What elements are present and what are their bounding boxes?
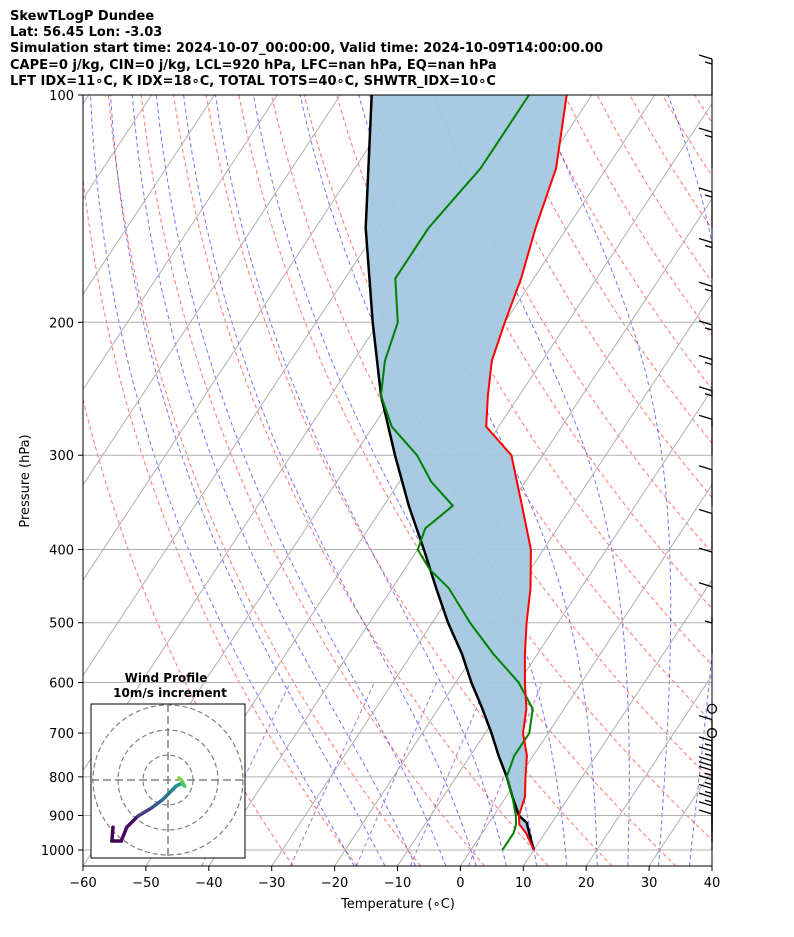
moist-adiabat	[214, 95, 507, 866]
hodograph-trace-segment	[149, 798, 165, 810]
dry-adiabat	[760, 95, 794, 866]
moist-adiabat	[535, 95, 672, 866]
hodograph-trace-segment	[110, 825, 115, 843]
isotherm	[271, 197, 712, 866]
wind-barb	[704, 617, 713, 654]
y-tick-label: 200	[49, 316, 74, 331]
dry-adiabat	[205, 95, 613, 866]
mixing-ratio-line	[201, 682, 291, 866]
isotherm	[585, 674, 712, 866]
profile-lines	[364, 95, 568, 851]
dry-adiabat	[83, 397, 294, 866]
moist-adiabat	[89, 95, 355, 866]
dry-adiabat	[564, 95, 712, 337]
wind-barb	[698, 508, 713, 550]
hodograph-subtitle: 10m/s increment	[113, 686, 227, 700]
y-tick-label: 500	[49, 617, 74, 632]
moist-adiabat	[183, 95, 477, 866]
x-tick-label: 10	[515, 876, 532, 891]
x-tick-label: −20	[321, 876, 348, 891]
wind-barbs	[698, 54, 718, 851]
mixing-ratio-line	[355, 682, 437, 866]
isotherm	[83, 95, 215, 296]
x-tick-label: 30	[641, 876, 658, 891]
x-tick-label: 20	[578, 876, 595, 891]
wind-barb	[698, 809, 713, 851]
dry-adiabat	[108, 95, 422, 866]
y-tick-label: 1000	[41, 844, 74, 859]
isotherm	[83, 95, 404, 581]
mixing-ratio-line	[468, 682, 543, 866]
x-tick-label: −10	[384, 876, 411, 891]
simulation-times-line: Simulation start time: 2024-10-07_00:00:…	[10, 41, 603, 57]
x-tick-label: −50	[132, 876, 159, 891]
parcel-path-line	[364, 95, 536, 851]
moist-adiabat	[667, 95, 712, 866]
isotherm	[83, 95, 278, 391]
wind-barb	[698, 281, 713, 323]
wind-barb	[698, 801, 713, 842]
y-tick-label: 100	[49, 89, 74, 104]
dry-adiabat	[433, 95, 712, 554]
wind-barb	[698, 54, 713, 95]
chart-title: SkewTLogP Dundee	[10, 9, 155, 24]
isotherm	[334, 293, 712, 866]
axes: Temperature (∘C) Pressure (hPa) −60 −50 −4…	[18, 89, 720, 912]
isotherm	[83, 95, 90, 105]
wind-barb	[698, 237, 713, 279]
y-tick-label: 300	[49, 449, 74, 464]
indices-line: LFT IDX=11∘C, K IDX=18∘C, TOTAL TOTS=40∘…	[10, 73, 496, 89]
x-tick-label: −40	[195, 876, 222, 891]
cape-shading	[365, 95, 567, 850]
cape-line: CAPE=0 j/kg, CIN=0 j/kg, LCL=920 hPa, LF…	[10, 57, 497, 73]
isotherm	[711, 865, 712, 866]
hodograph-title: Wind Profile	[125, 671, 208, 685]
y-tick-label: 600	[49, 677, 74, 692]
x-axis-label: Temperature (∘C)	[340, 897, 455, 912]
temperature-line	[485, 95, 568, 851]
dry-adiabat	[661, 95, 712, 177]
wind-barb	[698, 465, 713, 506]
wind-barb	[698, 127, 713, 169]
moist-adiabat	[434, 95, 630, 866]
dry-adiabat	[83, 173, 358, 866]
moist-adiabat	[155, 95, 447, 866]
location-line: Lat: 56.45 Lon: -3.03	[10, 25, 163, 41]
hodograph-inset: Wind Profile 10m/s increment	[90, 671, 246, 859]
hodograph-plot	[91, 704, 245, 858]
y-axis-label: Pressure (hPa)	[18, 434, 33, 527]
x-tick-label: −60	[69, 876, 96, 891]
moist-adiabat	[720, 95, 794, 866]
dewpoint-line	[379, 95, 534, 851]
hodograph-trace-segment	[125, 814, 140, 829]
y-tick-label: 800	[49, 771, 74, 786]
header: SkewTLogP Dundee Lat: 56.45 Lon: -3.03 S…	[10, 9, 603, 90]
mixing-ratio-line	[409, 682, 488, 866]
hodograph-trace-segment	[160, 789, 173, 802]
dry-adiabat	[596, 95, 712, 283]
isotherm	[522, 579, 712, 866]
y-tick-label: 700	[49, 727, 74, 742]
dry-adiabat	[498, 95, 712, 444]
dry-adiabat	[173, 95, 549, 866]
x-tick-label: 40	[704, 876, 721, 891]
hodograph-trace-segment	[136, 806, 154, 818]
moist-adiabat	[131, 95, 417, 866]
wind-barb	[698, 320, 713, 361]
hodograph-trace-segment	[177, 776, 184, 783]
isotherm	[83, 95, 341, 486]
hodograph-trace-segment	[119, 825, 129, 843]
isotherm	[648, 769, 712, 866]
y-tick-label: 400	[49, 544, 74, 559]
mixing-ratio-line	[290, 682, 375, 866]
isotherm	[459, 483, 712, 866]
dry-adiabat	[401, 95, 712, 610]
y-tick-label: 900	[49, 809, 74, 824]
isotherm	[397, 388, 712, 866]
wind-barb	[698, 582, 713, 623]
x-tick-label: 0	[456, 876, 464, 891]
dry-adiabat	[728, 95, 794, 866]
x-tick-label: −30	[258, 876, 285, 891]
